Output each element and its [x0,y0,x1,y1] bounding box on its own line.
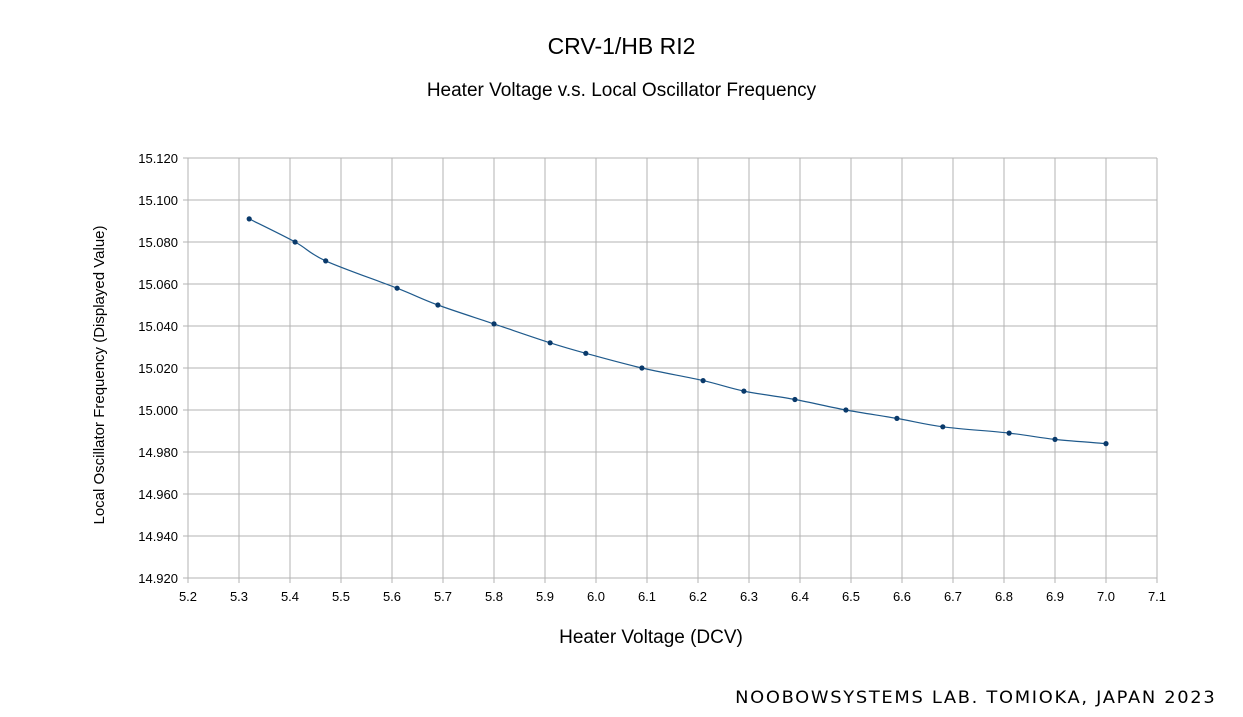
y-tick-label: 14.920 [138,571,178,586]
y-axis-title: Local Oscillator Frequency (Displayed Va… [91,225,108,524]
data-point [435,302,441,308]
x-tick-label: 6.0 [587,589,605,604]
x-axis-title: Heater Voltage (DCV) [559,627,743,648]
x-tick-label: 7.1 [1148,589,1166,604]
data-point [700,378,706,384]
y-tick-label: 15.080 [138,235,178,250]
x-tick-label: 7.0 [1097,589,1115,604]
y-tick-label: 15.120 [138,151,178,166]
data-point [741,388,747,394]
grid-lines [183,157,1158,583]
y-tick-label: 14.960 [138,487,178,502]
x-tick-label: 6.6 [893,589,911,604]
data-point [491,321,497,327]
data-point [583,350,589,356]
y-tick-label: 15.100 [138,193,178,208]
x-tick-label: 5.6 [383,589,401,604]
data-point [843,407,849,413]
y-tick-label: 15.040 [138,319,178,334]
x-tick-label: 6.5 [842,589,860,604]
y-tick-label: 15.000 [138,403,178,418]
x-tick-label: 5.8 [485,589,503,604]
x-tick-labels: 5.2 5.3 5.4 5.5 5.6 5.7 5.8 5.9 6.0 6.1 6.2 6.3 6.4 6… [179,589,1166,604]
x-tick-label: 5.9 [536,589,554,604]
x-tick-label: 6.1 [638,589,656,604]
x-tick-label: 6.2 [689,589,707,604]
chart-subtitle: Heater Voltage v.s. Local Oscillator Fre… [426,80,817,101]
x-tick-label: 6.3 [740,589,758,604]
data-point [792,396,798,403]
x-tick-label: 6.7 [944,589,962,604]
data-point [394,285,400,291]
y-tick-label: 14.940 [138,529,178,544]
credit-footer: NOOBOWSYSTEMS LAB. TOMIOKA, JAPAN 2023 [734,688,1216,708]
data-points [246,216,1109,447]
series-line [248,218,1107,445]
x-tick-label: 5.4 [281,589,299,604]
x-tick-label: 6.9 [1046,589,1064,604]
x-tick-label: 5.2 [179,589,197,604]
y-tick-label: 14.980 [138,445,178,460]
data-point [1006,430,1012,436]
data-point [940,424,946,430]
chart-title: CRV-1/HB RI2 [547,33,696,59]
data-point [1052,436,1058,442]
x-tick-label: 5.3 [230,589,248,604]
x-tick-label: 5.5 [332,589,350,604]
data-point [1103,441,1109,447]
data-point [894,415,900,421]
x-tick-label: 6.4 [791,589,809,604]
x-tick-label: 6.8 [995,589,1013,604]
y-tick-label: 15.020 [138,361,178,376]
x-tick-label: 5.7 [434,589,452,604]
data-point [292,239,298,245]
data-point [323,258,329,264]
data-point [639,365,645,371]
y-tick-label: 15.060 [138,277,178,292]
data-point [246,216,252,222]
data-point [547,340,553,346]
y-tick-labels: 15.120 15.100 15.080 15.060 15.040 15.020 15.0… [138,151,178,586]
